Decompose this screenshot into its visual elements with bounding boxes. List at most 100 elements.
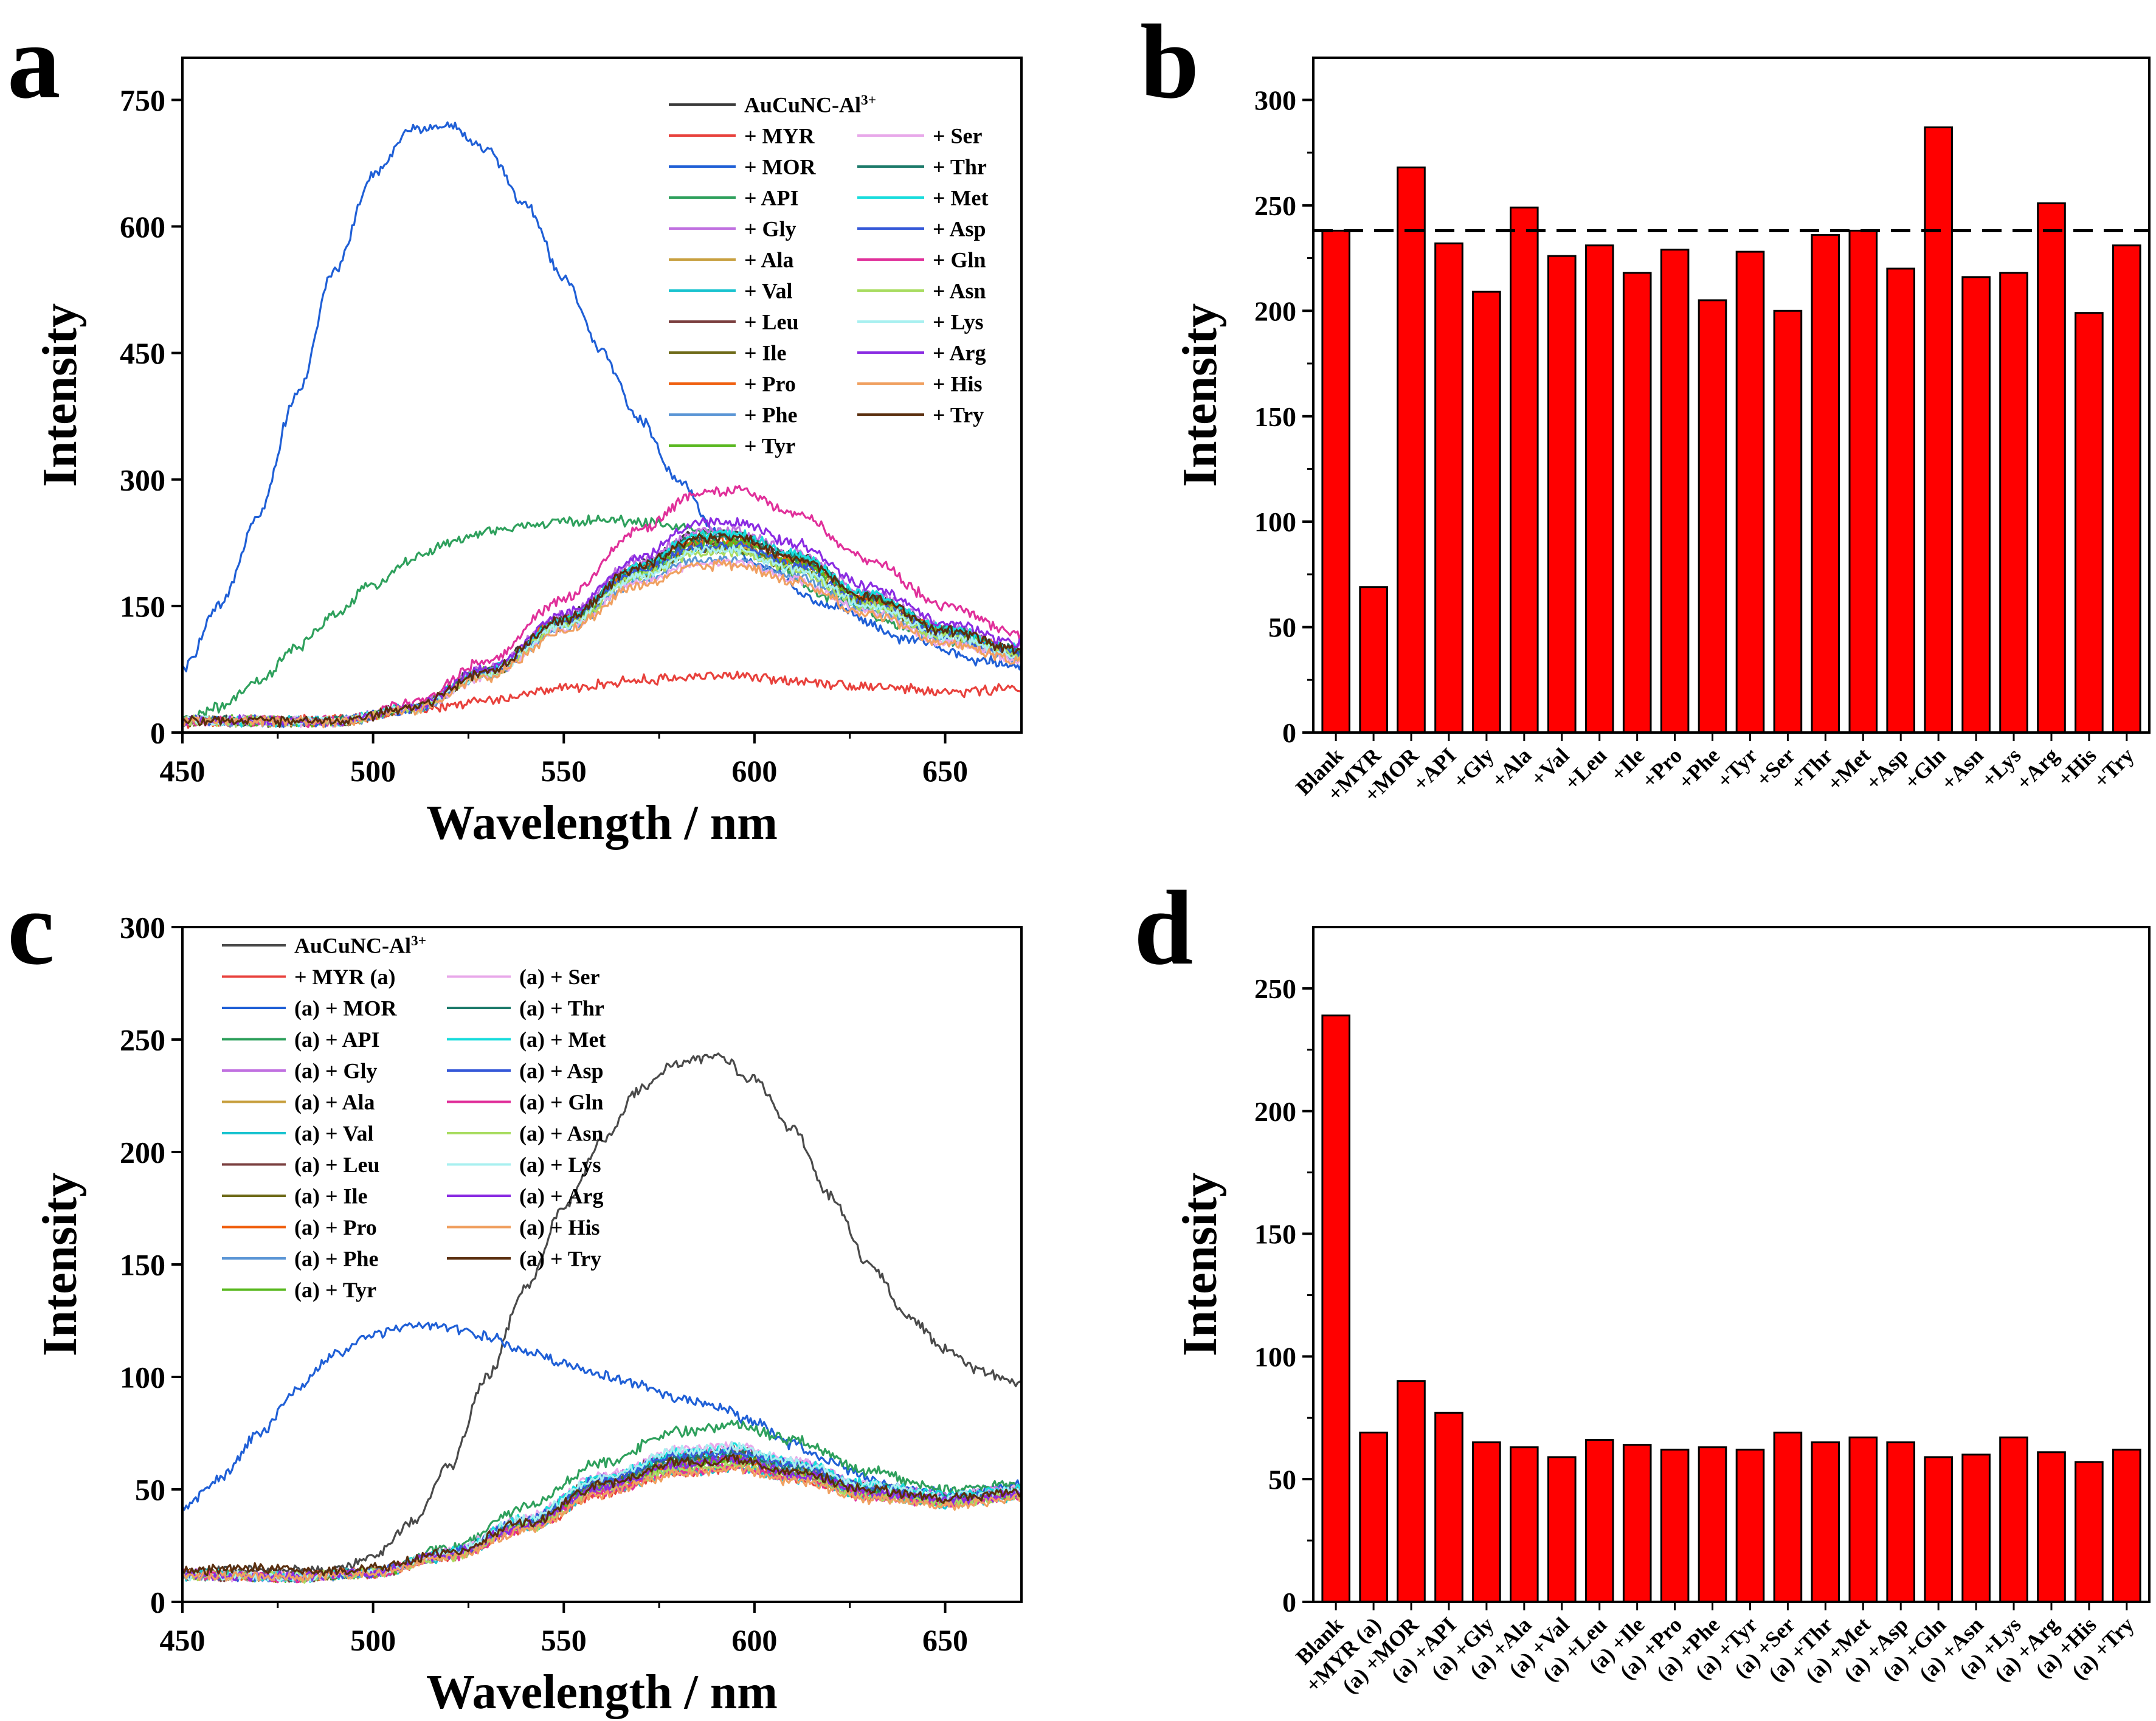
a-y-tick-label: 0 [150, 716, 165, 750]
c-x-tick-label: 600 [731, 1623, 777, 1657]
a-y-tick-label: 300 [120, 463, 165, 497]
c-y-tick-label: 100 [120, 1361, 165, 1395]
c-series-line [181, 1449, 1022, 1583]
a-legend-label: + MYR [744, 124, 815, 148]
a-legend-label: + Val [744, 279, 793, 303]
c-series-group [181, 1052, 1023, 1584]
d-y-tick-label: 150 [1254, 1219, 1296, 1250]
b-bar [1735, 250, 1765, 734]
b-bar [1924, 126, 1953, 734]
d-bar [1660, 1449, 1690, 1603]
b-category-label: +Gln [1899, 743, 1950, 794]
a-series-line [181, 121, 1023, 673]
a-series-line [181, 541, 1023, 727]
c-legend-label: (a) + MOR [294, 996, 397, 1021]
b-category-label: +Thr [1786, 743, 1837, 795]
a-legend-label: + Asn [933, 279, 986, 303]
b-bar [1773, 309, 1803, 734]
c-x-tick-label: 500 [350, 1623, 396, 1657]
b-bar [1698, 299, 1727, 734]
c-legend-label: AuCuNC-Al3+ [294, 933, 426, 958]
b-bar [1510, 206, 1539, 734]
a-series-line [181, 536, 1023, 728]
a-y-tick-label: 750 [120, 83, 165, 117]
b-bar [1321, 229, 1350, 734]
b-category-label: +His [2053, 743, 2101, 792]
b-plot-frame [1312, 57, 2151, 734]
a-series-line [181, 555, 1023, 728]
b-y-tick-label: 200 [1254, 295, 1296, 326]
a-legend-label: + Thr [933, 155, 987, 179]
a-x-tick-label: 600 [731, 754, 777, 788]
d-bar [1547, 1456, 1577, 1603]
c-legend-label: (a) + API [294, 1027, 380, 1052]
b-bar [1886, 267, 1915, 734]
d-y-tick-label: 0 [1282, 1587, 1296, 1618]
d-bar [1397, 1380, 1426, 1603]
c-series-line [182, 1443, 1022, 1582]
c-legend-label: (a) + Gly [294, 1059, 378, 1083]
a-legend-label: + Gly [744, 217, 796, 241]
a-y-tick-label: 450 [120, 336, 165, 370]
c-x-tick-label: 650 [922, 1623, 968, 1657]
c-legend-label: (a) + Tyr [294, 1278, 376, 1302]
b-bar [1622, 272, 1652, 734]
a-legend-label: + Asp [933, 217, 986, 241]
c-y-tick-label: 300 [120, 911, 165, 945]
b-bar [1359, 586, 1388, 734]
a-legend-label: AuCuNC-Al3+ [744, 92, 876, 117]
b-bar [2075, 312, 2104, 734]
a-series-line [181, 540, 1022, 728]
d-bar [1961, 1454, 1991, 1603]
b-category-label: +Pro [1637, 743, 1687, 793]
b-category-label: +Gly [1448, 743, 1498, 793]
b-bar [1999, 272, 2028, 734]
c-series-line [182, 1442, 1023, 1583]
c-legend-label: + MYR (a) [294, 965, 395, 989]
b-y-tick-label: 0 [1282, 717, 1296, 748]
b-category-label: +Leu [1560, 743, 1611, 795]
a-x-axis-label: Wavelength / nm [426, 796, 778, 850]
c-legend-label: (a) + Leu [294, 1153, 380, 1177]
c-legend-label: (a) + Ala [294, 1090, 375, 1114]
d-bar [1999, 1436, 2028, 1603]
a-legend-label: + Lys [933, 310, 984, 334]
a-legend-label: + His [933, 372, 983, 396]
d-y-axis-label: Intensity [1173, 1173, 1227, 1356]
a-series-line [182, 536, 1023, 728]
b-bar [1547, 255, 1577, 734]
a-legend-label: + Pro [744, 372, 796, 396]
panel-label-c: c [7, 869, 55, 987]
b-y-tick-label: 50 [1268, 612, 1296, 643]
b-category-label: +Ala [1487, 743, 1536, 792]
b-bar [1397, 166, 1426, 734]
d-bar [1924, 1456, 1953, 1603]
c-series-line [181, 1455, 1023, 1582]
b-y-tick-label: 300 [1254, 84, 1296, 116]
d-bar [1472, 1441, 1501, 1603]
b-bar [2112, 244, 2141, 734]
c-legend-label: (a) + Asp [519, 1059, 604, 1083]
c-series-line [181, 1441, 1023, 1582]
d-bar [1773, 1432, 1803, 1603]
d-bar [1510, 1446, 1539, 1603]
d-bar [2075, 1461, 2104, 1603]
a-x-tick-label: 550 [541, 754, 587, 788]
c-legend: AuCuNC-Al3+ + MYR (a) (a) + MOR (a) + API (a… [222, 933, 606, 1302]
c-y-tick-label: 0 [150, 1585, 165, 1619]
a-legend-label: + Ser [933, 124, 983, 148]
b-category-label: +Asn [1937, 743, 1988, 795]
a-x-tick-label: 450 [160, 754, 206, 788]
c-y-tick-label: 150 [120, 1248, 165, 1282]
b-y-tick-label: 100 [1254, 506, 1296, 537]
a-legend-label: + MOR [744, 155, 816, 179]
a-legend-label: + Gln [933, 248, 986, 272]
a-legend-label: + Leu [744, 310, 799, 334]
panel-a-line-chart: 0 150 300 450 600 750 450 500 550 600 650 Wavelengt… [33, 57, 1023, 850]
c-legend-label: (a) + Try [519, 1247, 601, 1271]
b-bar [1434, 242, 1463, 734]
a-legend-label: + Phe [744, 403, 798, 427]
a-legend-label: + Ile [744, 341, 787, 365]
